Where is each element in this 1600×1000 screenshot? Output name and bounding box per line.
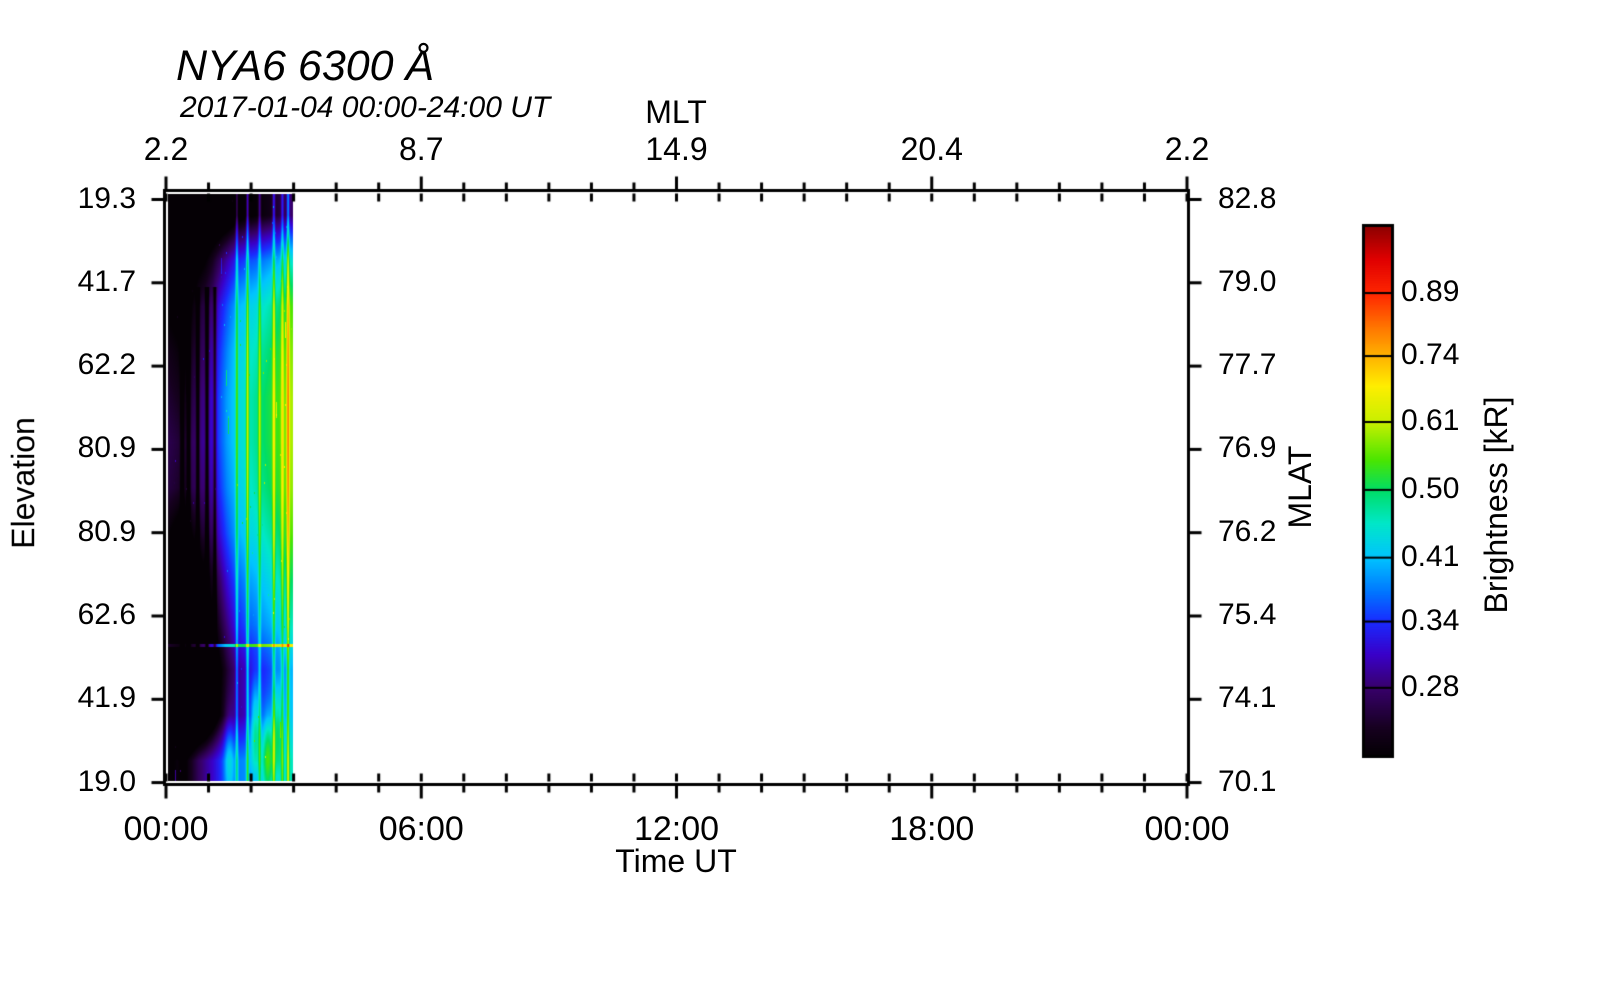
left-axis-tick-label: 41.9 (77, 681, 136, 715)
colorbar-tick-label: 0.28 (1401, 669, 1460, 703)
top-axis-title: MLT (645, 94, 707, 130)
bottom-axis-title: Time UT (615, 843, 737, 879)
left-axis-tick-label: 19.0 (77, 764, 136, 798)
bottom-axis-tick-label: 00:00 (123, 810, 209, 848)
colorbar-tick-label: 0.50 (1401, 471, 1460, 505)
bottom-axis-tick-label: 00:00 (1144, 810, 1230, 848)
top-axis-tick-label: 2.2 (143, 131, 189, 167)
left-axis-tick-label: 62.2 (77, 348, 136, 382)
right-axis-tick-label: 70.1 (1218, 764, 1277, 798)
bottom-axis-tick-label: 06:00 (378, 810, 464, 848)
top-axis-tick-label: 8.7 (399, 131, 444, 167)
colorbar-tick-label: 0.61 (1401, 404, 1460, 438)
right-axis-tick-label: 76.9 (1218, 431, 1277, 465)
right-axis-tick-label: 75.4 (1218, 598, 1277, 631)
right-axis-tick-label: 76.2 (1218, 514, 1277, 548)
page-subtitle: 2017-01-04 00:00-24:00 UT (180, 91, 551, 124)
bottom-axis-tick-label: 12:00 (633, 810, 720, 848)
colorbar-tick-label: 0.89 (1401, 275, 1460, 309)
colorbar-tick-label: 0.41 (1401, 539, 1460, 573)
right-axis-tick-label: 82.8 (1218, 181, 1277, 215)
page-title: NYA6 6300 Å (176, 42, 435, 90)
top-axis-tick-label: 14.9 (645, 131, 708, 167)
colorbar-title: Brightness [kR] (1478, 396, 1515, 614)
colorbar-tick-label: 0.74 (1401, 338, 1460, 372)
top-axis-tick-label: 2.2 (1164, 131, 1210, 167)
left-axis-tick-label: 80.9 (77, 514, 136, 548)
left-axis-tick-label: 62.6 (77, 598, 136, 631)
bottom-axis-tick-label: 18:00 (889, 810, 975, 848)
left-axis-tick-label: 19.3 (77, 181, 136, 215)
colorbar-tick-label: 0.34 (1401, 603, 1460, 637)
right-axis-tick-label: 74.1 (1218, 681, 1277, 715)
left-axis-tick-label: 80.9 (77, 431, 136, 465)
left-axis-tick-label: 41.7 (77, 264, 136, 298)
right-axis-title: MLAT (1282, 445, 1319, 529)
right-axis-tick-label: 79.0 (1218, 264, 1277, 298)
right-axis-tick-label: 77.7 (1218, 348, 1277, 382)
top-axis-tick-label: 20.4 (900, 131, 963, 167)
